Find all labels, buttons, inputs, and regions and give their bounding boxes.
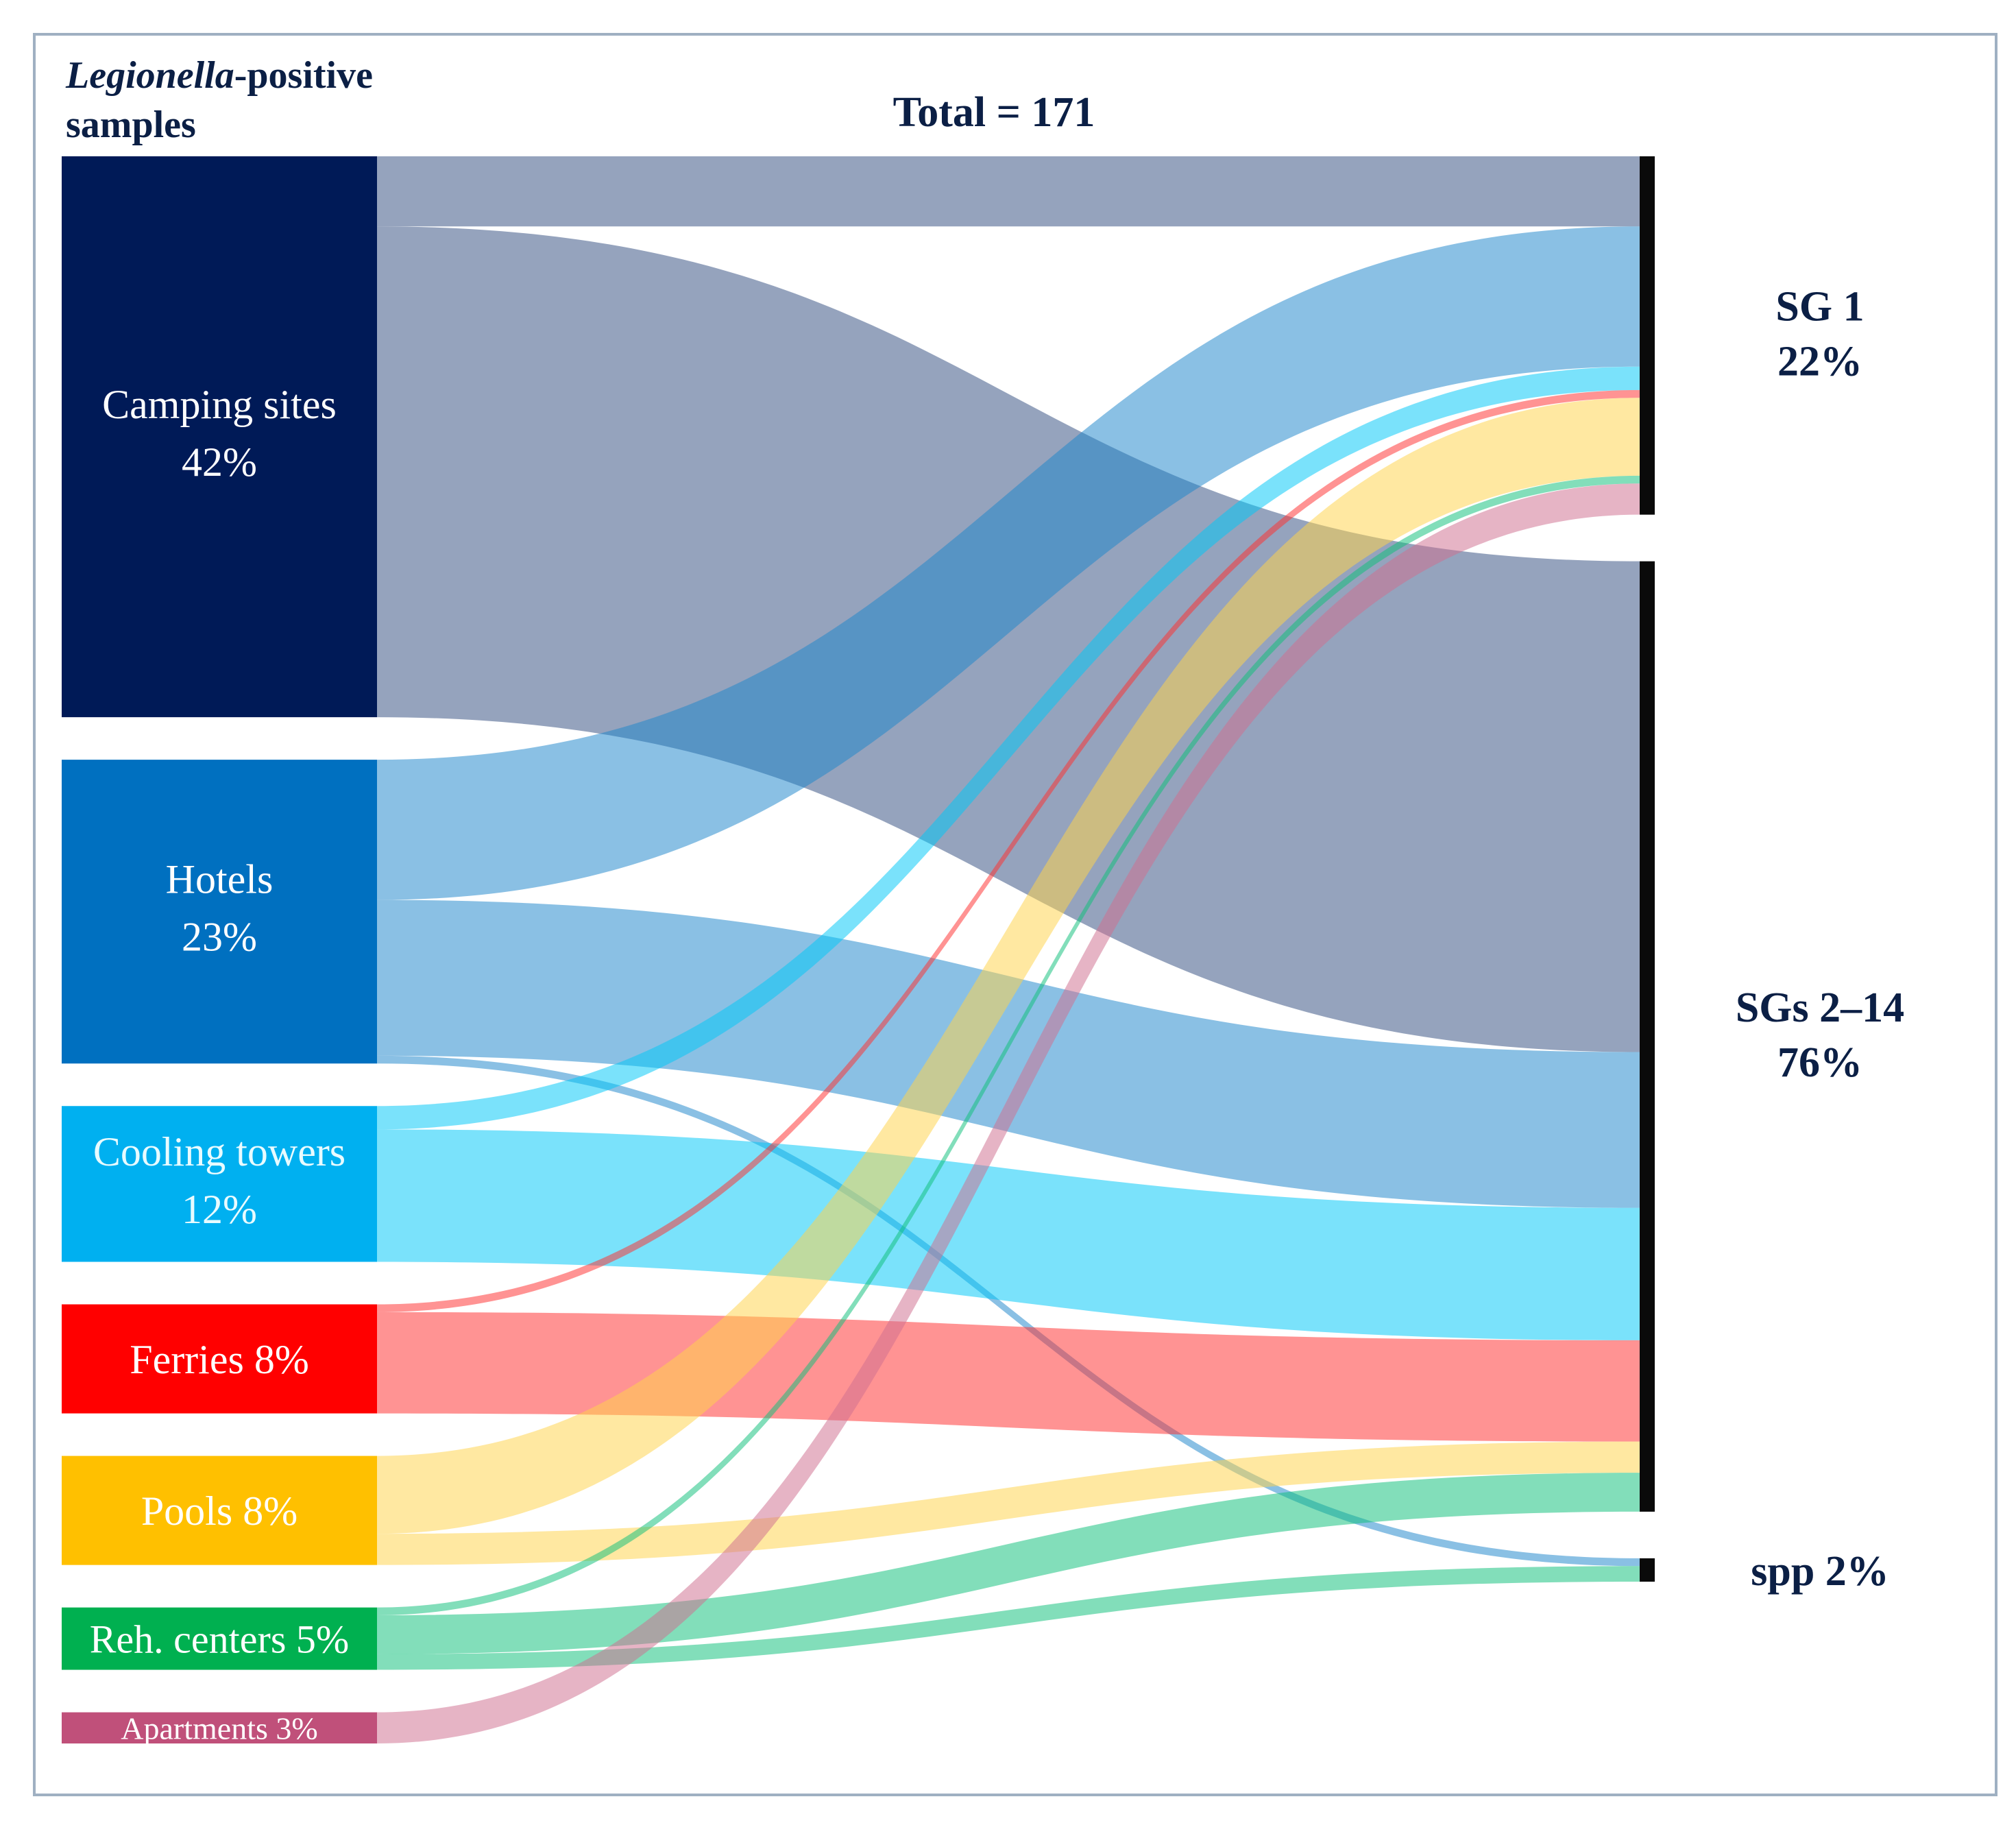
source-node-ferries — [62, 1304, 377, 1414]
link-hotels-sg1 — [377, 226, 1640, 900]
target-label-sg214-line2: 76% — [1777, 1039, 1862, 1086]
source-node-apartments — [62, 1712, 377, 1743]
source-label-camping-line1: Camping sites — [102, 382, 337, 427]
link-cooling-sg214 — [377, 1129, 1640, 1340]
link-ferries-sg1 — [377, 389, 1640, 1312]
target-node-sg1 — [1640, 156, 1655, 515]
heading-rest: -positive — [234, 54, 373, 97]
source-node-pools — [62, 1456, 377, 1565]
link-pools-sg214 — [377, 1441, 1640, 1565]
source-nodes-layer: Camping sites 42% Hotels 23% Cooling towers 1… — [62, 156, 377, 1746]
source-label-pools-line1: Pools 8% — [141, 1488, 297, 1534]
link-cooling-sg1 — [377, 366, 1640, 1130]
source-node-camping — [62, 156, 377, 718]
links-layer — [377, 156, 1640, 1744]
link-hotels-spp — [377, 1055, 1640, 1567]
target-node-sg214 — [1640, 561, 1655, 1512]
source-label-camping-line2: 42% — [182, 439, 257, 485]
total-label: Total = 171 — [893, 89, 1095, 136]
link-pools-sg1 — [377, 398, 1640, 1534]
target-label-sg1-line2: 22% — [1777, 338, 1862, 385]
link-reh-spp — [377, 1566, 1640, 1670]
link-reh-sg1 — [377, 475, 1640, 1616]
source-node-cooling — [62, 1106, 377, 1262]
diagram-heading: Legionella-positive — [65, 54, 373, 97]
diagram-heading-line2: samples — [66, 104, 196, 146]
source-label-cooling-line1: Cooling towers — [93, 1129, 345, 1174]
target-label-spp-line1: spp 2% — [1751, 1548, 1889, 1595]
target-label-sg1-line1: SG 1 — [1775, 283, 1864, 330]
target-node-spp — [1640, 1558, 1655, 1582]
target-nodes-layer: SG 1 22% SGs 2–14 76% spp 2% — [1640, 156, 1904, 1595]
source-label-apartments-line1: Apartments 3% — [121, 1711, 317, 1746]
link-camping-sg214 — [377, 226, 1640, 1052]
link-camping-sg1 — [377, 156, 1640, 227]
source-label-reh-line1: Reh. centers 5% — [90, 1617, 349, 1661]
link-apartments-sg1 — [377, 483, 1640, 1744]
source-label-ferries-line1: Ferries 8% — [130, 1337, 309, 1382]
heading-italic: Legionella — [65, 54, 234, 97]
source-label-hotels-line2: 23% — [182, 915, 257, 960]
target-label-sg214-line1: SGs 2–14 — [1736, 985, 1904, 1031]
link-hotels-sg214 — [377, 900, 1640, 1208]
source-label-hotels-line1: Hotels — [166, 857, 274, 902]
source-label-cooling-line2: 12% — [182, 1187, 257, 1232]
source-node-reh — [62, 1607, 377, 1670]
source-node-hotels — [62, 760, 377, 1064]
